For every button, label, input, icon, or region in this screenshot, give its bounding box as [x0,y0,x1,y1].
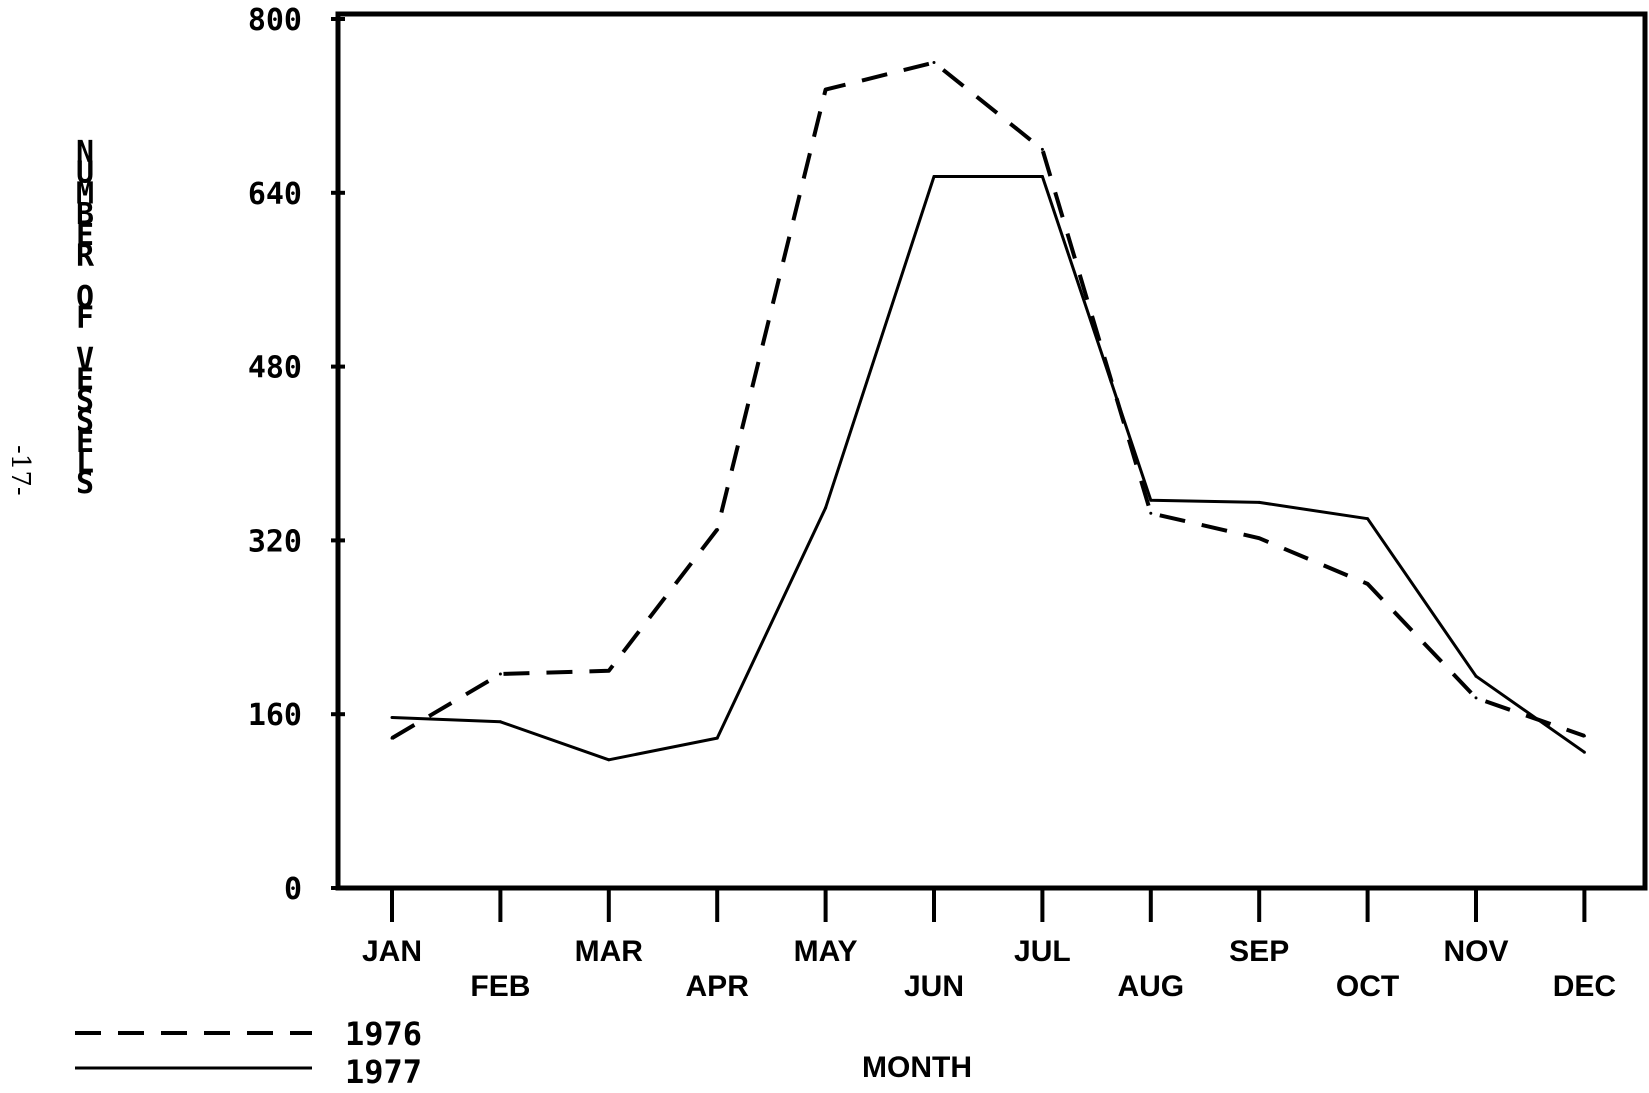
y-axis: 0 160 320 480 640 800 [248,3,345,907]
data-point-1977 [715,736,719,740]
legend: 1976 1977 [75,1015,422,1091]
y-axis-label-char: N [76,135,94,170]
x-tick-label: JAN [362,935,422,968]
y-axis-label-char: S [76,466,94,501]
y-axis-label-char: E [76,425,94,460]
x-tick-label: FEB [470,970,530,1003]
y-tick-label: 160 [248,698,302,733]
y-axis-label-char: O [76,280,94,315]
y-axis-label-char: R [76,239,95,274]
data-point-1977 [1474,674,1478,678]
y-axis-label-char: S [76,383,94,418]
series-group [390,60,1586,762]
data-point-1977 [932,175,936,178]
y-tick-label: 320 [248,524,302,559]
x-axis-label: MONTH [862,1051,972,1084]
data-point-1977 [390,716,394,719]
x-tick-label: AUG [1117,970,1184,1003]
plot-frame [335,11,1648,891]
y-axis-label-char: S [76,404,94,439]
x-tick-label: OCT [1336,970,1399,1003]
y-axis-label-char: U [76,156,94,191]
data-point-1976 [390,736,394,740]
data-point-1976 [607,669,611,673]
data-point-1976 [932,61,936,64]
data-point-1977 [824,506,828,510]
x-tick-label: MAR [575,935,644,968]
x-tick-label: MAY [794,935,858,968]
data-point-1977 [1040,175,1044,178]
x-tick-label: JUN [904,970,964,1003]
data-point-1976 [1257,536,1261,540]
data-point-1976 [498,672,502,676]
x-tick-label: SEP [1229,935,1289,968]
y-tick-label: 800 [248,3,302,38]
y-tick-label: 640 [248,177,302,212]
data-point-1977 [1149,498,1153,502]
data-point-1976 [1474,696,1478,700]
y-axis-label-char: B [76,197,94,232]
y-tick-label: 480 [248,351,302,386]
data-point-1977 [1257,500,1261,504]
data-point-1977 [498,720,502,724]
x-tick-label: NOV [1443,935,1508,968]
data-point-1976 [1582,734,1586,738]
series-line-1976 [390,60,1586,740]
series-line-1977 [391,175,1586,762]
data-point-1977 [1582,750,1586,754]
x-tick-label: JUL [1014,935,1071,968]
y-tick-label: 0 [284,872,302,907]
data-point-1976 [1149,511,1153,515]
x-tick-label: APR [686,970,750,1003]
data-point-1976 [1040,147,1044,151]
data-point-1976 [1366,582,1370,586]
x-axis: JAN FEB MAR APR MAY JUN JUL AUG SEP OCT NOV DEC [362,888,1616,1003]
y-axis-label-char: E [76,363,94,398]
y-axis-label-char: V [76,342,94,377]
legend-label-1977: 1977 [345,1053,422,1091]
data-point-1976 [824,88,828,92]
data-point-1976 [715,528,719,531]
y-axis-label-char: E [76,218,94,253]
y-axis-label-char: M [76,176,94,211]
data-point-1977 [607,758,611,762]
legend-label-1976: 1976 [345,1015,422,1053]
data-point-1977 [1366,517,1370,521]
y-axis-label-char: F [76,301,94,336]
y-axis-label-char: L [76,446,94,481]
x-tick-label: DEC [1553,970,1616,1003]
page-number: -17- [5,445,35,496]
